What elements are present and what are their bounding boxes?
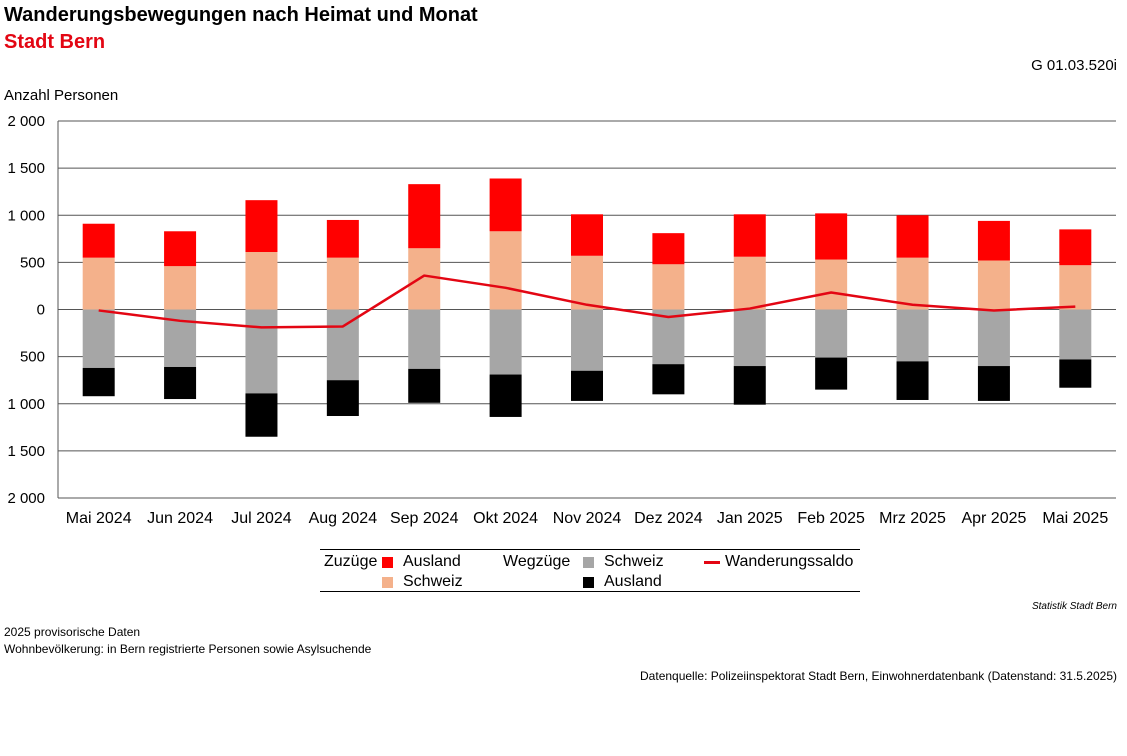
bar-weg-ausland — [408, 368, 441, 403]
bar-zu-schweiz — [571, 255, 603, 310]
footnote-population: Wohnbevölkerung: in Bern registrierte Pe… — [4, 642, 372, 656]
legend-swatch-zu-ausland — [382, 557, 393, 568]
bar-weg-ausland — [652, 364, 685, 395]
bar-weg-ausland — [164, 366, 197, 400]
bar-weg-schweiz — [1059, 309, 1092, 360]
x-tick-label: Jan 2025 — [717, 510, 783, 527]
bar-weg-schweiz — [489, 309, 522, 375]
bar-zu-schweiz — [245, 252, 278, 310]
legend-zu-ausland: Ausland — [403, 553, 461, 570]
bar-zu-ausland — [408, 184, 441, 249]
x-tick-label: Aug 2024 — [309, 510, 378, 527]
legend-swatch-zu-schweiz — [382, 577, 393, 588]
x-tick-label: Dez 2024 — [634, 510, 703, 527]
bar-zu-ausland — [1059, 229, 1092, 266]
bar-weg-ausland — [733, 366, 766, 405]
data-source: Datenquelle: Polizeiinspektorat Stadt Be… — [640, 669, 1117, 683]
y-tick-label: 1 000 — [7, 207, 45, 224]
chart-canvas: 2 000 1 500 1 000 500 0 500 1 000 1 500 2 000 Ma… — [7, 113, 1116, 527]
bar-zu-ausland — [733, 214, 766, 257]
x-tick-label: Apr 2025 — [961, 510, 1026, 527]
bar-zu-schweiz — [408, 248, 441, 310]
legend-zuzuege-label: Zuzüge — [324, 553, 378, 570]
bar-zu-ausland — [571, 214, 603, 256]
x-tick-label: Feb 2025 — [797, 510, 865, 527]
legend-swatch-weg-schweiz — [583, 557, 594, 568]
y-tick-label: 500 — [20, 254, 45, 271]
bar-weg-schweiz — [245, 309, 278, 394]
bar-weg-ausland — [82, 367, 115, 397]
x-tick-label: Mai 2024 — [66, 510, 132, 527]
saldo-line — [98, 274, 1076, 329]
bar-zu-schweiz — [652, 264, 685, 310]
y-tick-label: 1 500 — [7, 443, 45, 460]
bar-zu-ausland — [82, 223, 115, 258]
bars — [82, 178, 1092, 437]
bar-zu-ausland — [326, 219, 359, 258]
bar-zu-schweiz — [815, 259, 848, 310]
bar-weg-schweiz — [408, 309, 441, 369]
bar-weg-schweiz — [733, 309, 766, 367]
bar-weg-schweiz — [326, 309, 359, 381]
legend-zu-schweiz: Schweiz — [403, 573, 463, 590]
legend-wegzuege-label: Wegzüge — [503, 553, 571, 570]
x-tick-label: Mrz 2025 — [879, 510, 946, 527]
chart-subtitle: Stadt Bern — [4, 31, 106, 53]
bar-weg-schweiz — [977, 309, 1010, 367]
bar-weg-schweiz — [815, 309, 848, 358]
y-axis-label: Anzahl Personen — [4, 87, 119, 104]
x-tick-label: Sep 2024 — [390, 510, 459, 527]
bar-zu-ausland — [164, 231, 197, 267]
bar-weg-ausland — [245, 393, 278, 437]
bar-zu-schweiz — [977, 260, 1010, 310]
x-tick-label: Okt 2024 — [473, 510, 538, 527]
y-tick-label: 2 000 — [7, 113, 45, 130]
chart-title: Wanderungsbewegungen nach Heimat und Mon… — [4, 4, 478, 26]
y-tick-labels: 2 000 1 500 1 000 500 0 500 1 000 1 500 2 000 — [7, 113, 45, 507]
bar-weg-schweiz — [896, 309, 929, 362]
x-tick-label: Mai 2025 — [1042, 510, 1108, 527]
bar-weg-ausland — [571, 370, 603, 401]
bar-weg-ausland — [489, 374, 522, 417]
chart-code: G 01.03.520i — [1031, 57, 1117, 74]
legend-swatch-weg-ausland — [583, 577, 594, 588]
x-tick-label: Jul 2024 — [231, 510, 292, 527]
legend-weg-ausland: Ausland — [604, 573, 662, 590]
bar-zu-schweiz — [326, 257, 359, 310]
bar-zu-schweiz — [82, 257, 115, 310]
bar-weg-schweiz — [571, 309, 603, 371]
x-tick-label: Nov 2024 — [553, 510, 622, 527]
legend-saldo: Wanderungssaldo — [725, 553, 854, 570]
bar-weg-ausland — [326, 380, 359, 417]
y-tick-label: 2 000 — [7, 490, 45, 507]
y-tick-label: 1 000 — [7, 396, 45, 413]
legend-swatch-saldo — [704, 561, 720, 564]
legend: Zuzüge Ausland Schweiz Wegzüge Schweiz A… — [320, 549, 860, 592]
bar-zu-ausland — [652, 233, 685, 265]
bar-weg-schweiz — [82, 309, 115, 368]
bar-weg-ausland — [1059, 359, 1092, 388]
y-tick-label: 1 500 — [7, 160, 45, 177]
bar-weg-ausland — [896, 361, 929, 400]
bar-weg-schweiz — [652, 309, 685, 365]
bar-weg-ausland — [977, 366, 1010, 401]
bar-zu-ausland — [245, 200, 278, 253]
bar-zu-schweiz — [896, 257, 929, 310]
bar-zu-ausland — [815, 213, 848, 260]
x-tick-labels: Mai 2024 Jun 2024 Jul 2024 Aug 2024 Sep 2024… — [66, 510, 1109, 527]
x-tick-label: Jun 2024 — [147, 510, 213, 527]
bar-weg-ausland — [815, 357, 848, 390]
bar-zu-schweiz — [489, 231, 522, 310]
bar-zu-schweiz — [164, 266, 197, 310]
brand-note: Statistik Stadt Bern — [1031, 601, 1117, 612]
bar-zu-schweiz — [1059, 265, 1092, 310]
bar-zu-ausland — [977, 220, 1010, 261]
bar-zu-ausland — [489, 178, 522, 232]
footnote-provisional: 2025 provisorische Daten — [4, 625, 141, 639]
y-tick-label: 500 — [20, 349, 45, 366]
bar-zu-ausland — [896, 215, 929, 258]
y-tick-label: 0 — [37, 302, 45, 319]
bar-zu-schweiz — [733, 256, 766, 310]
legend-weg-schweiz: Schweiz — [604, 553, 664, 570]
